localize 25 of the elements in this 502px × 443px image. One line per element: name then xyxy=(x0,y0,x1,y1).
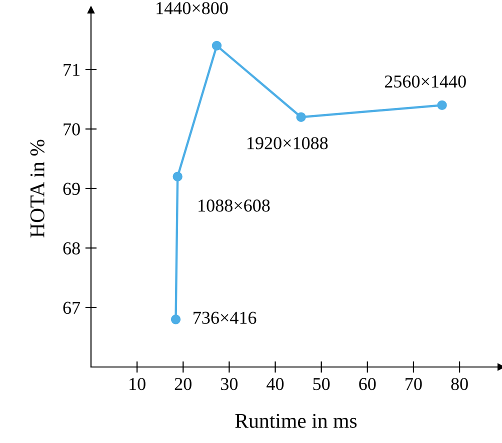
annotation: 1088×608 xyxy=(198,199,270,212)
annotation: 1920×1088 xyxy=(248,137,328,150)
annotation: 2560×1440 xyxy=(384,75,466,88)
point xyxy=(170,314,181,324)
point xyxy=(296,112,306,122)
y-tick-label: 71 xyxy=(64,64,80,76)
x-tick-label: 20 xyxy=(174,378,192,390)
x-axis-title: Runtime in ms xyxy=(235,414,357,428)
y-tick-label: 68 xyxy=(63,242,80,254)
x-tick-label: 60 xyxy=(359,378,376,390)
x-tick-label: 30 xyxy=(221,378,238,390)
x-tick-label: 80 xyxy=(451,378,468,390)
point xyxy=(172,172,182,182)
x-tick-label: 50 xyxy=(313,378,330,390)
annotation: 1440×800 xyxy=(156,2,228,14)
point xyxy=(212,40,222,51)
y-tick-label: 69 xyxy=(63,182,80,195)
x-tick-label: 40 xyxy=(266,378,284,390)
annotation: 736×416 xyxy=(194,312,256,324)
y-tick-label: 67 xyxy=(63,302,80,314)
x-tick-label: 10 xyxy=(130,378,146,390)
y-axis-title: HOTA in % xyxy=(30,140,44,238)
y-tick-label: 70 xyxy=(64,123,80,136)
x-tick-label: 70 xyxy=(406,378,422,390)
point xyxy=(437,100,447,110)
